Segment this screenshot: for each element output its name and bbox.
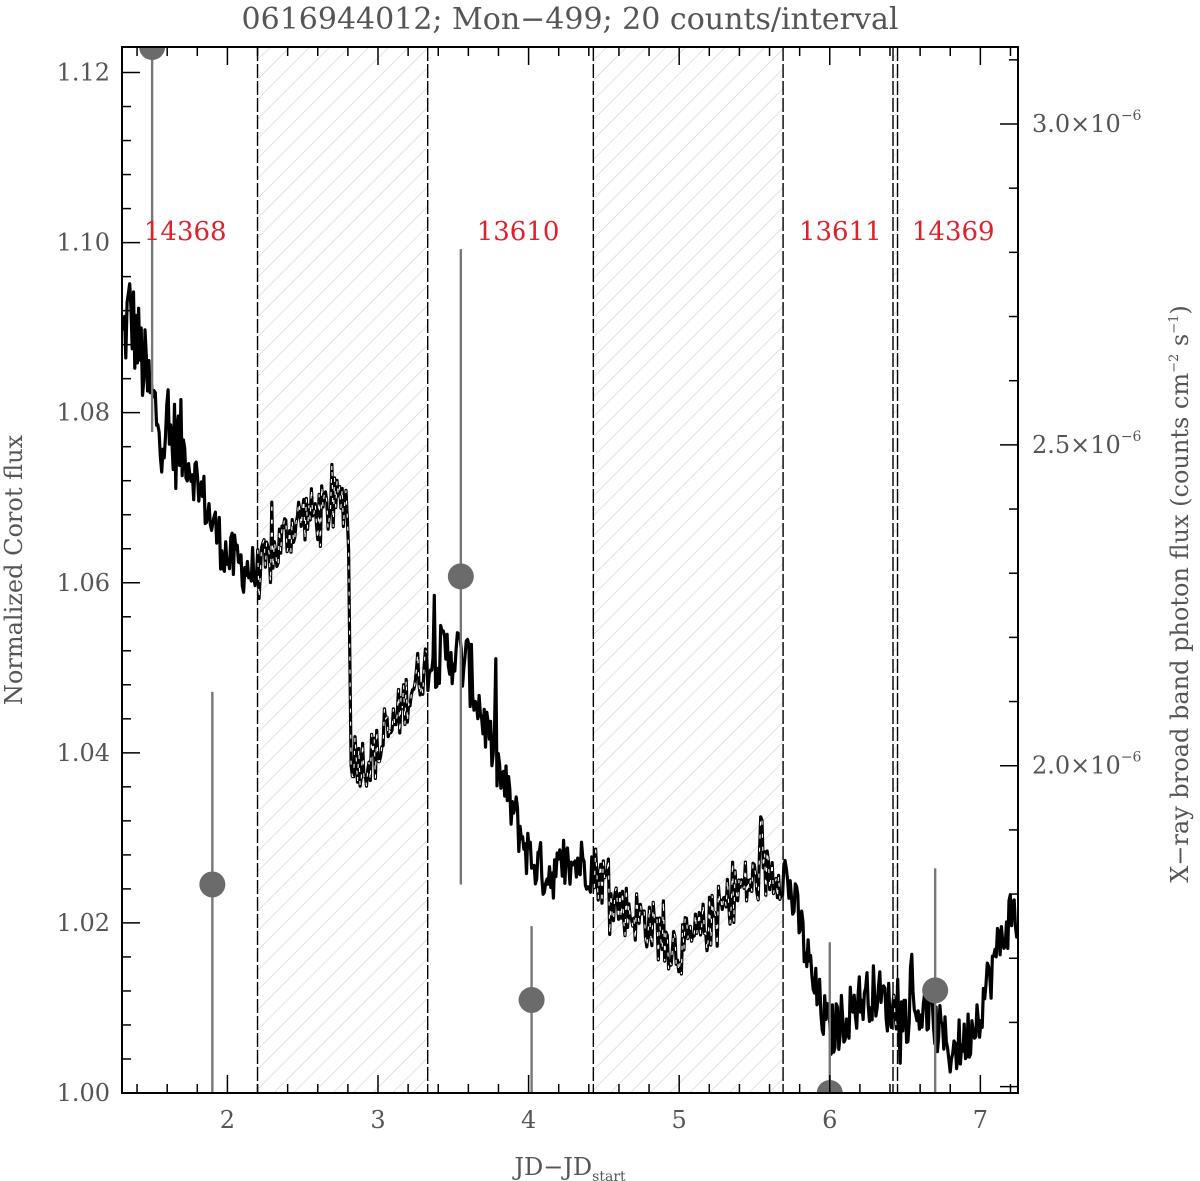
y-tick-label-6: 1.12 xyxy=(57,59,110,87)
corot-lightcurve xyxy=(122,282,1018,1074)
y2-tick-label-2: 3.0×10−6 xyxy=(1032,108,1142,138)
y-tick-label-4: 1.08 xyxy=(57,399,110,427)
y-axis-right: 2.0×10−62.5×10−63.0×10−6 xyxy=(1000,59,1142,1088)
y2-tick-exponent: −6 xyxy=(1121,108,1142,124)
y2-axis-title: X−ray broad band photon flux (counts cm−… xyxy=(1166,305,1194,883)
x-tick-label-2: 4 xyxy=(521,1106,536,1134)
x-tick-label-1: 3 xyxy=(370,1106,385,1134)
y-tick-label-2: 1.04 xyxy=(57,739,110,767)
corot-lightcurve-gap-dashes xyxy=(257,464,897,1029)
x-axis-title-subscript: start xyxy=(592,1169,626,1181)
y2-axis-title-sup1: −2 xyxy=(1167,354,1182,373)
x-axis-title: JD−JDstart xyxy=(511,1153,626,1181)
plot-frame xyxy=(121,46,1019,1094)
xray-point-5 xyxy=(922,977,949,1004)
y2-axis-title-mid: s xyxy=(1166,334,1194,354)
y2-tick-label-1: 2.5×10−6 xyxy=(1032,429,1142,459)
observation-label-1: 13610 xyxy=(477,217,560,247)
xray-point-3 xyxy=(518,986,545,1013)
y2-tick-exponent: −6 xyxy=(1121,750,1142,766)
x-tick-label-0: 2 xyxy=(220,1106,235,1134)
y-tick-label-1: 1.02 xyxy=(57,909,110,937)
observation-labels: 14368 13610 13611 14369 xyxy=(144,217,995,247)
y2-tick-label-0: 2.0×10−6 xyxy=(1032,750,1142,780)
hatched-interval-0 xyxy=(257,47,428,1093)
y-axis-title: Normalized Corot flux xyxy=(0,434,28,705)
chart-title: 0616944012; Mon−499; 20 counts/interval xyxy=(242,2,899,37)
y2-axis-title-sup2: −1 xyxy=(1167,315,1182,334)
corot-lightcurve-layer xyxy=(122,282,1018,1074)
hatched-intervals xyxy=(257,47,898,1093)
x-tick-label-4: 6 xyxy=(822,1106,837,1134)
y-tick-label-3: 1.06 xyxy=(57,569,110,597)
x-axis: 2 3 4 5 6 7 xyxy=(136,47,1012,1134)
xray-point-0 xyxy=(139,47,166,60)
y2-tick-mantissa: 3.0×10 xyxy=(1032,110,1121,138)
xray-point-2 xyxy=(447,563,474,590)
y-tick-label-0: 1.00 xyxy=(57,1079,110,1107)
y-tick-label-5: 1.10 xyxy=(57,229,110,257)
hatched-interval-2 xyxy=(893,47,898,1093)
y2-axis-title-main: X−ray broad band photon flux (counts cm xyxy=(1166,373,1194,883)
y2-axis-title-end: ) xyxy=(1166,305,1194,314)
observation-label-2: 13611 xyxy=(799,217,882,247)
x-tick-label-3: 5 xyxy=(672,1106,687,1134)
observation-label-3: 14369 xyxy=(912,217,995,247)
x-tick-label-5: 7 xyxy=(973,1106,988,1134)
y2-tick-mantissa: 2.5×10 xyxy=(1032,431,1121,459)
x-axis-title-main: JD−JD xyxy=(511,1153,592,1181)
xray-points-layer xyxy=(139,47,949,1093)
y2-tick-mantissa: 2.0×10 xyxy=(1032,752,1121,780)
xray-point-1 xyxy=(199,871,226,898)
y2-tick-exponent: −6 xyxy=(1121,429,1142,445)
observation-label-0: 14368 xyxy=(144,217,227,247)
y-axis-left: 1.00 1.02 1.04 1.06 1.08 1.10 1.12 xyxy=(57,59,140,1107)
